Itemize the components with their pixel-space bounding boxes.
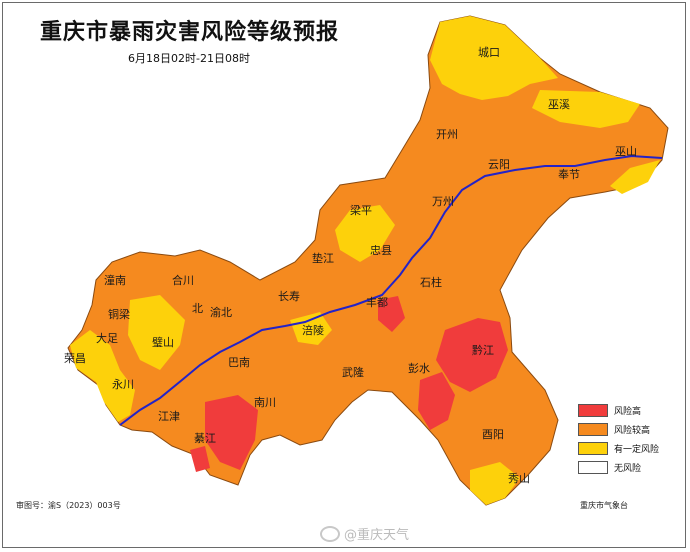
county-label: 巴南 [228, 356, 250, 369]
county-label: 彭水 [408, 361, 430, 375]
page-title: 重庆市暴雨灾害风险等级预报 [40, 19, 340, 45]
region-yellow-west [70, 330, 135, 422]
region-red-qijiang [205, 395, 258, 470]
county-label: 酉阳 [482, 428, 504, 441]
region-yellow-south [470, 462, 520, 505]
legend-item-relatively-high: 风险较高 [578, 421, 659, 438]
region-yellow-east-edge [610, 160, 660, 194]
county-label: 开州 [436, 128, 458, 141]
county-label: 南川 [254, 396, 276, 409]
county-label: 潼南 [104, 273, 126, 287]
legend-swatch-none [578, 461, 608, 474]
legend-item-some: 有一定风险 [578, 440, 659, 457]
weibo-icon [320, 525, 340, 542]
legend-label-high: 风险高 [614, 407, 642, 417]
region-red-qianjiang [436, 318, 508, 392]
legend: 风险高 风险较高 有一定风险 无风险 [578, 402, 659, 478]
region-yellow-west-central [128, 295, 185, 370]
county-label: 城口 [478, 46, 500, 59]
watermark: @重庆天气 [320, 524, 409, 543]
legend-swatch-relatively-high [578, 423, 608, 436]
county-label: 巫山 [615, 145, 637, 158]
county-label: 涪陵 [302, 323, 324, 337]
county-label: 忠县 [370, 244, 392, 257]
region-yellow-central-patch [290, 312, 332, 345]
legend-label-none: 无风险 [614, 464, 642, 474]
watermark-text: @重庆天气 [344, 528, 410, 543]
county-label: 奉节 [558, 167, 580, 181]
county-label: 江津 [158, 410, 180, 423]
county-label: 石柱 [420, 275, 442, 289]
county-label: 黔江 [472, 343, 494, 357]
forecast-period: 6月18日02时-21日08时 [128, 52, 250, 65]
map-approval-number: 审图号：渝S（2023）003号 [16, 501, 121, 510]
region-red-pengshui [418, 372, 455, 430]
county-label: 綦江 [194, 432, 216, 445]
region-yellow-wuxi [532, 90, 640, 128]
legend-swatch-high [578, 404, 608, 417]
county-label: 云阳 [488, 158, 510, 171]
legend-item-high: 风险高 [578, 402, 659, 419]
region-red-south-small [190, 446, 210, 472]
region-red-fengdu [378, 296, 405, 332]
county-label: 长寿 [278, 289, 300, 303]
county-label: 永川 [112, 377, 134, 391]
county-label: 合川 [172, 273, 194, 287]
legend-swatch-some [578, 442, 608, 455]
yangtze-river [119, 154, 663, 426]
county-label: 丰都 [366, 296, 388, 309]
county-label: 梁平 [350, 203, 372, 217]
legend-label-relatively-high: 风险较高 [614, 426, 651, 436]
region-yellow-north-central [335, 205, 395, 262]
county-label: 铜梁 [108, 307, 130, 321]
region-yellow-northeast [430, 16, 558, 100]
county-label: 秀山 [508, 472, 530, 485]
legend-label-some: 有一定风险 [614, 445, 660, 455]
county-label: 荣昌 [64, 352, 86, 365]
county-label: 武隆 [342, 365, 364, 379]
county-label: 巫溪 [548, 98, 570, 111]
county-label: 大足 [96, 331, 118, 345]
county-label: 北 [192, 302, 203, 315]
issuer-name: 重庆市气象台 [580, 501, 628, 510]
legend-item-none: 无风险 [578, 459, 659, 476]
county-label: 万州 [432, 195, 454, 208]
county-label: 渝北 [210, 305, 232, 319]
county-label: 垫江 [312, 251, 334, 265]
county-label: 璧山 [152, 335, 174, 349]
